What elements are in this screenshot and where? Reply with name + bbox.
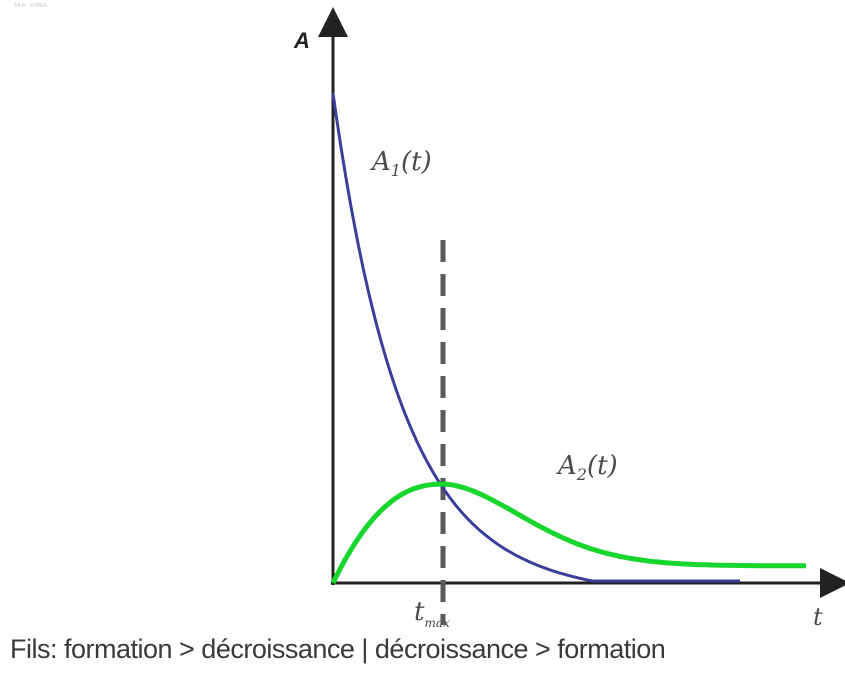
cropped-text-fragment: ᴹᴬ ˢᴵᴺᴬ (14, 0, 48, 14)
kinetics-chart: A t A1(t) A2(t) tmax (293, 7, 845, 630)
series-a1-line (331, 92, 740, 583)
y-axis-label: A (293, 28, 310, 53)
x-tick-label-tmax: tmax (414, 597, 450, 630)
figure-caption: Fils: formation > décroissance | décrois… (10, 634, 666, 664)
series-a1-label: A1(t) (370, 147, 432, 180)
series-a2-label: A2(t) (556, 451, 618, 484)
x-axis-label: t (813, 603, 823, 630)
series-a2-line (330, 481, 806, 585)
